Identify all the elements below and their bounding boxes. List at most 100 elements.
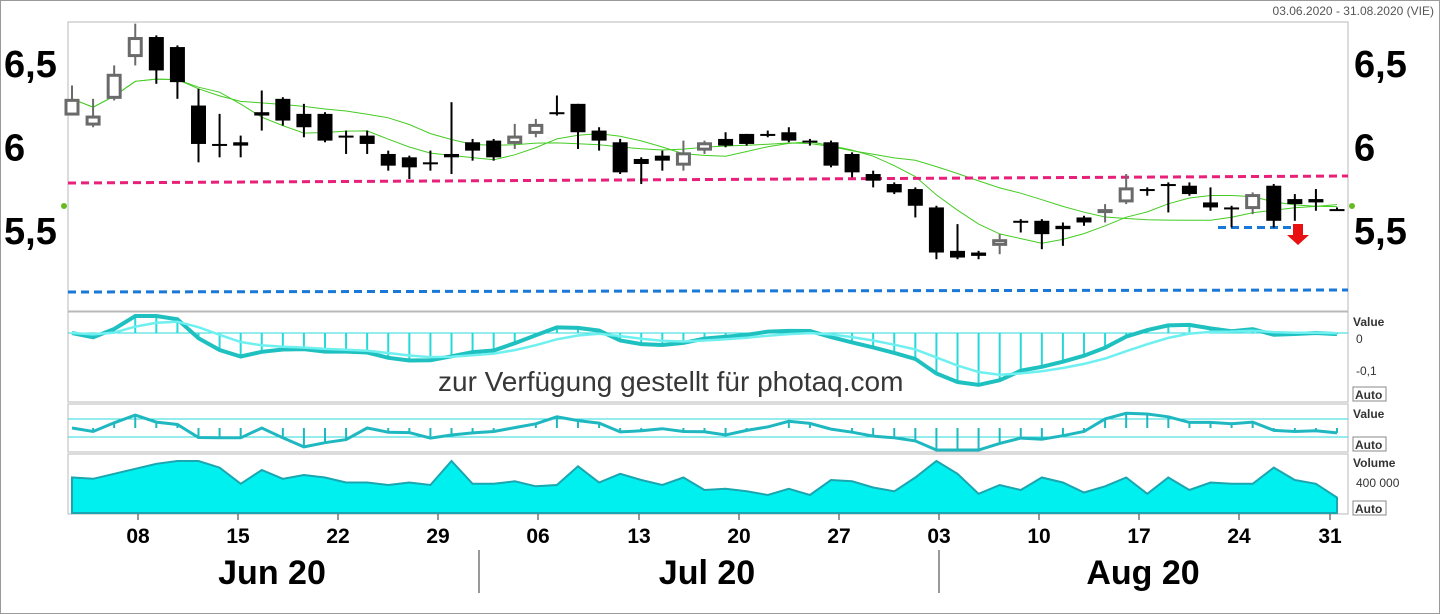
candle-body (401, 157, 417, 168)
candle (1245, 192, 1261, 215)
x-day-label: 20 (727, 525, 750, 548)
volume-auto-button (1352, 500, 1387, 516)
panel-border-0 (67, 21, 1349, 312)
candle (1160, 182, 1176, 213)
candle (1139, 187, 1155, 196)
candle-body (444, 153, 459, 158)
watermark-text: zur Verfügung gestellt für photaq.com (438, 366, 904, 397)
candle (612, 138, 628, 175)
candle-body (675, 152, 691, 166)
macd-label: Value (1353, 315, 1385, 329)
candle (781, 127, 797, 143)
macd-auto-button (1352, 386, 1387, 402)
candle (191, 88, 206, 163)
candle-body (212, 143, 228, 146)
candle (675, 140, 691, 171)
candle (85, 98, 101, 128)
x-day-label: 03 (927, 525, 950, 548)
momentum-line (71, 411, 1338, 452)
candle-body (760, 133, 776, 136)
candle (697, 140, 712, 154)
panel-border-2 (67, 403, 1349, 453)
panel-frames (67, 21, 1349, 515)
candle (359, 130, 375, 154)
candle (886, 182, 902, 195)
candlesticks (64, 23, 1345, 260)
candle (823, 140, 839, 168)
candle-body (507, 135, 523, 144)
candle (739, 133, 755, 146)
x-day-label: 13 (627, 525, 650, 548)
candle-body (127, 37, 143, 58)
candle-body (570, 103, 586, 133)
x-day-label: 31 (1318, 525, 1342, 548)
date-range-label: 03.06.2020 - 31.08.2020 (VIE) (1272, 4, 1434, 18)
price-tick-right: 6 (1354, 127, 1375, 169)
candle-body (992, 239, 1008, 246)
candle (907, 187, 923, 218)
candle-body (64, 98, 80, 116)
candle-body (191, 105, 206, 144)
price-tick-right: 6,5 (1354, 44, 1407, 86)
candle (106, 65, 122, 101)
candle (1013, 219, 1029, 233)
candle (380, 150, 396, 171)
candle (1076, 215, 1092, 226)
candle-body (844, 153, 860, 173)
candle (1118, 174, 1134, 205)
candle-body (739, 133, 755, 144)
candle-body (823, 142, 839, 166)
candle-body (1013, 220, 1029, 223)
candle (401, 155, 417, 180)
candle (317, 112, 333, 143)
macd-tick-neg: -0,1 (1356, 364, 1377, 378)
candle (971, 250, 987, 260)
candle-body (85, 115, 101, 126)
candle (1287, 194, 1303, 221)
momentum-label: Value (1353, 407, 1385, 421)
candle (950, 224, 965, 260)
candle (1097, 204, 1113, 223)
price-tick-left: 6,5 (4, 44, 57, 86)
candle-body (633, 158, 649, 164)
candle-body (465, 142, 481, 151)
candle-body (1160, 184, 1176, 187)
support-resistance-lines (67, 174, 1349, 294)
candle (570, 103, 586, 149)
candle (212, 113, 228, 158)
candle (549, 95, 565, 116)
candle (233, 135, 249, 158)
last-price-marker-right (1349, 203, 1355, 209)
candle (1055, 222, 1071, 246)
x-axis: 08 15 22 29 06 13 20 27 03 10 17 24 31 Jun 20 Jul 20 Au… (126, 514, 1342, 593)
candle-body (1203, 202, 1218, 208)
price-axis-labels: 6,5 6,5 6 6 5,5 5,5 (4, 44, 1407, 253)
candle (865, 170, 881, 188)
x-day-label: 06 (526, 525, 549, 548)
candle (1181, 182, 1197, 196)
candle (486, 138, 502, 161)
candle-body (338, 135, 354, 138)
candle (718, 132, 734, 148)
moving-average-6 (71, 78, 1338, 244)
candle (422, 150, 438, 171)
candle-body (1139, 189, 1155, 192)
support-line (67, 288, 1349, 294)
x-day-label: 27 (827, 525, 850, 548)
volume-area (71, 459, 1338, 514)
candle (1203, 187, 1218, 211)
momentum-auto-button (1352, 436, 1387, 452)
candle (992, 234, 1008, 255)
candle-body (486, 140, 502, 158)
candle-body (718, 138, 734, 146)
candle-body (802, 140, 818, 143)
panel-border-1 (67, 311, 1349, 403)
resistance-line (67, 174, 1349, 185)
candle-body (654, 155, 670, 161)
last-price-marker-left (61, 203, 67, 209)
candle-body (612, 142, 628, 173)
volume-tick: 400 000 (1356, 476, 1400, 490)
x-day-label: 29 (426, 525, 449, 548)
candle-body (697, 142, 712, 151)
candle (760, 130, 776, 138)
